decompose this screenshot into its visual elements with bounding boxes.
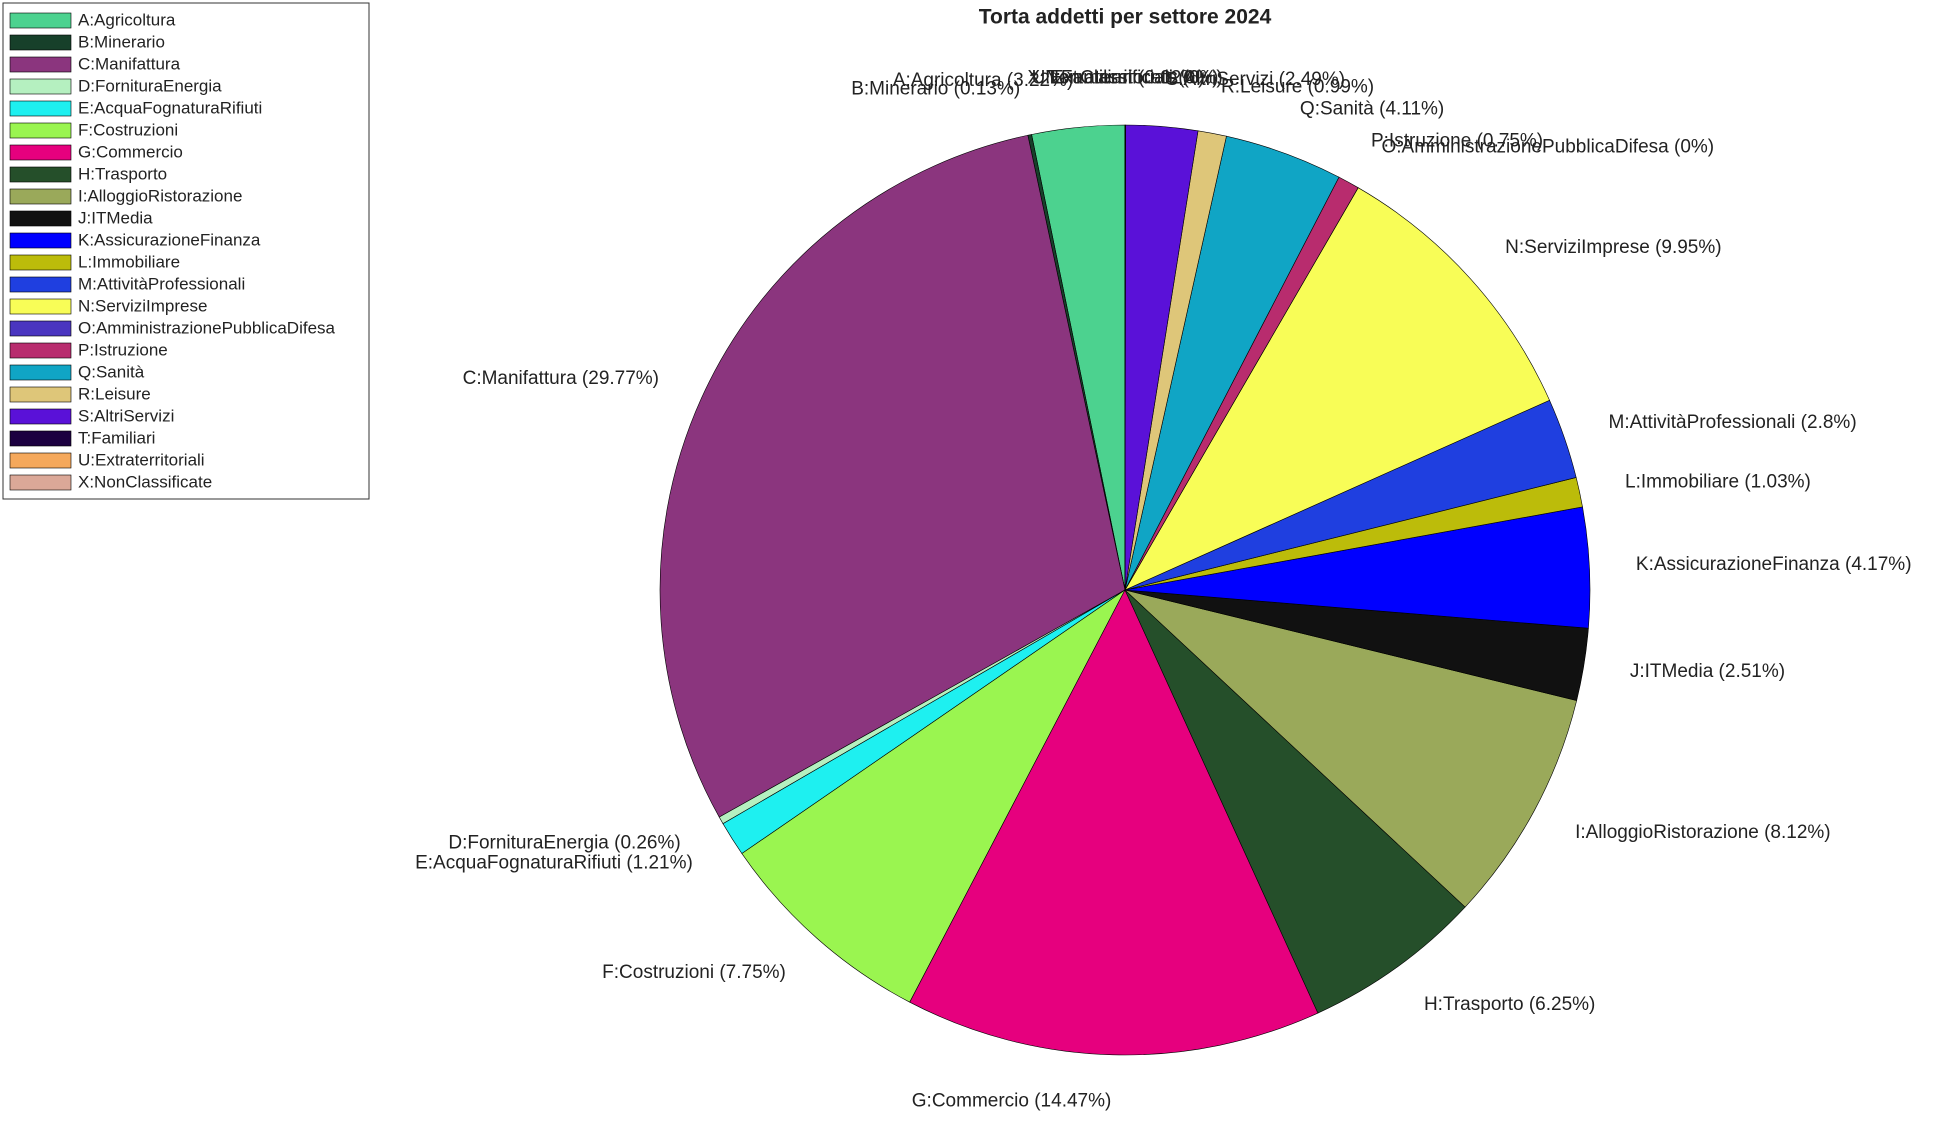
pie-slice: [741, 589, 1126, 1003]
legend-swatch: [9, 408, 72, 425]
legend-label: K:AssicurazioneFinanza: [78, 230, 261, 249]
legend-swatch: [9, 364, 72, 381]
slice-label: T:Familiari (0.02%): [1046, 68, 1204, 89]
legend-label: A:Agricoltura: [78, 10, 176, 29]
legend-swatch: [9, 232, 72, 249]
legend-label: U:Extraterritoriali: [78, 450, 205, 469]
slice-label: H:Trasporto (6.25%): [1424, 994, 1595, 1015]
slice-label: N:ServiziImprese (9.95%): [1505, 237, 1721, 258]
legend-label: B:Minerario: [78, 32, 165, 51]
legend-swatch: [9, 144, 72, 161]
legend-label: G:Commercio: [78, 142, 183, 161]
slice-label: G:Commercio (14.47%): [912, 1090, 1112, 1111]
legend-label: D:FornituraEnergia: [78, 76, 222, 95]
slice-label: M:AttivitàProfessionali (2.8%): [1609, 412, 1857, 433]
pie-slice: [1124, 187, 1550, 591]
legend-swatch: [9, 166, 72, 183]
legend-swatch: [9, 12, 72, 29]
legend-swatch: [9, 210, 72, 227]
slice-label: D:FornituraEnergia (0.26%): [448, 832, 680, 853]
legend-swatch: [9, 100, 72, 117]
legend-label: N:ServiziImprese: [78, 296, 207, 315]
legend-label: F:Costruzioni: [78, 120, 178, 139]
pie-slice: [1124, 589, 1466, 1014]
chart-title: Torta addetti per settore 2024: [979, 6, 1272, 29]
slice-label: A:Agricoltura (3.22%): [893, 70, 1074, 91]
legend-label: E:AcquaFognaturaRifiuti: [78, 98, 262, 117]
slice-label: J:ITMedia (2.51%): [1630, 661, 1785, 682]
legend-label: R:Leisure: [78, 384, 151, 403]
legend-label: M:AttivitàProfessionali: [78, 274, 245, 293]
legend-label: C:Manifattura: [78, 54, 181, 73]
slice-label: B:Minerario (0.13%): [851, 78, 1020, 99]
legend-label: O:AmministrazionePubblicaDifesa: [78, 318, 336, 337]
slice-label: E:AcquaFognaturaRifiuti (1.21%): [415, 853, 693, 874]
legend-label: T:Familiari: [78, 428, 155, 447]
legend-swatch: [9, 78, 72, 95]
legend-label: S:AltriServizi: [78, 406, 174, 425]
legend-label: X:NonClassificate: [78, 472, 212, 491]
legend-swatch: [9, 452, 72, 469]
slice-label: I:AlloggioRistorazione (8.12%): [1575, 822, 1831, 843]
slice-label: O:AmministrazionePubblicaDifesa (0%): [1381, 136, 1714, 157]
slice-label: S:AltriServizi (2.49%): [1166, 69, 1346, 90]
pie-slice: [659, 134, 1126, 818]
legend-swatch: [9, 56, 72, 73]
legend-swatch: [9, 254, 72, 271]
legend-swatch: [9, 188, 72, 205]
legend-swatch: [9, 276, 72, 293]
slice-label: F:Costruzioni (7.75%): [602, 962, 786, 983]
legend-label: L:Immobiliare: [78, 252, 180, 271]
legend-label: H:Trasporto: [78, 164, 167, 183]
legend: A:Agricoltura B:Minerario C:Manifattura D:F…: [2, 2, 370, 500]
legend-swatch: [9, 34, 72, 51]
legend-label: Q:Sanità: [78, 362, 145, 381]
legend-swatch: [9, 342, 72, 359]
legend-swatch: [9, 320, 72, 337]
legend-swatch: [9, 122, 72, 139]
slice-label: Q:Sanità (4.11%): [1300, 98, 1444, 119]
slice-label: U:Extraterritoriali (0%): [1032, 68, 1219, 89]
legend-swatch: [9, 430, 72, 447]
legend-swatch: [9, 298, 72, 315]
slice-label: L:Immobiliare (1.03%): [1625, 471, 1811, 492]
slice-label: X:NonClassificate (0%): [1027, 68, 1222, 89]
slice-label: P:Istruzione (0.75%): [1371, 131, 1543, 152]
pie-slice: [909, 589, 1319, 1056]
legend-swatch: [9, 386, 72, 403]
legend-label: J:ITMedia: [78, 208, 153, 227]
slice-label: C:Manifattura (29.77%): [463, 368, 659, 389]
slice-label: R:Leisure (0.99%): [1221, 77, 1374, 98]
slice-label: K:AssicurazioneFinanza (4.17%): [1636, 554, 1912, 575]
pie-slice: [1123, 589, 1578, 908]
legend-label: P:Istruzione: [78, 340, 168, 359]
legend-label: I:AlloggioRistorazione: [78, 186, 242, 205]
legend-swatch: [9, 474, 72, 491]
